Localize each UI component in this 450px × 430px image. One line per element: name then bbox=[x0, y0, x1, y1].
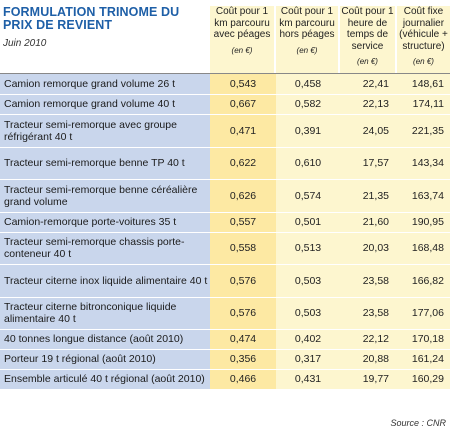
table-row: Tracteur semi-remorque avec groupe réfri… bbox=[0, 114, 450, 148]
column-header-unit: (en €) bbox=[413, 57, 434, 66]
value-cell: 174,11 bbox=[397, 94, 450, 115]
table-row: Tracteur semi-remorque benne TP 40 t 0,62… bbox=[0, 147, 450, 180]
column-header-unit: (en €) bbox=[296, 45, 318, 55]
value-cell: 0,667 bbox=[210, 94, 276, 115]
row-label: Tracteur semi-remorque chassis porte-con… bbox=[0, 232, 210, 265]
table-row: Camion remorque grand volume 40 t 0,667 0,… bbox=[0, 94, 450, 115]
value-cell: 0,576 bbox=[210, 297, 276, 330]
value-cell: 0,501 bbox=[276, 212, 340, 233]
value-cell: 0,391 bbox=[276, 114, 340, 148]
column-header-cost-km-without-tolls: Coût pour 1 km parcouru hors péages (en … bbox=[276, 6, 338, 74]
column-header-fixed-daily-cost: Coût fixe journalier (véhicule + structu… bbox=[397, 6, 450, 74]
value-cell: 17,57 bbox=[340, 147, 397, 180]
value-cell: 22,12 bbox=[340, 329, 397, 350]
header-divider bbox=[0, 73, 450, 74]
row-label: Camion remorque grand volume 26 t bbox=[0, 74, 210, 95]
value-cell: 0,466 bbox=[210, 369, 276, 390]
value-cell: 0,576 bbox=[210, 264, 276, 298]
column-header-unit: (en €) bbox=[357, 57, 378, 66]
table-title: FORMULATION TRINOME DU PRIX DE REVIENT bbox=[3, 5, 180, 32]
row-label: Tracteur semi-remorque avec groupe réfri… bbox=[0, 114, 210, 148]
value-cell: 0,317 bbox=[276, 349, 340, 370]
table-body: Camion remorque grand volume 26 t 0,543 0,… bbox=[0, 74, 450, 390]
column-header-label: Coût pour 1 heure de temps de service bbox=[341, 6, 394, 52]
row-label: Tracteur semi-remorque benne céréalière … bbox=[0, 179, 210, 213]
value-cell: 163,74 bbox=[397, 179, 450, 213]
table-row: 40 tonnes longue distance (août 2010) 0,4… bbox=[0, 329, 450, 350]
row-label: Tracteur citerne inox liquide alimentair… bbox=[0, 264, 210, 298]
column-header-label: Coût pour 1 km parcouru avec péages bbox=[213, 6, 271, 40]
value-cell: 0,513 bbox=[276, 232, 340, 265]
table-row: Tracteur semi-remorque chassis porte-con… bbox=[0, 232, 450, 265]
column-header-cost-km-with-tolls: Coût pour 1 km parcouru avec péages (en … bbox=[210, 6, 274, 74]
value-cell: 20,03 bbox=[340, 232, 397, 265]
value-cell: 23,58 bbox=[340, 297, 397, 330]
column-header-label: Coût pour 1 km parcouru hors péages bbox=[279, 6, 335, 40]
value-cell: 23,58 bbox=[340, 264, 397, 298]
value-cell: 0,356 bbox=[210, 349, 276, 370]
row-label: 40 tonnes longue distance (août 2010) bbox=[0, 329, 210, 350]
value-cell: 190,95 bbox=[397, 212, 450, 233]
source-note: Source : CNR bbox=[390, 418, 446, 428]
value-cell: 0,431 bbox=[276, 369, 340, 390]
value-cell: 24,05 bbox=[340, 114, 397, 148]
row-label: Tracteur semi-remorque benne TP 40 t bbox=[0, 147, 210, 180]
value-cell: 0,402 bbox=[276, 329, 340, 350]
value-cell: 22,41 bbox=[340, 74, 397, 95]
value-cell: 0,622 bbox=[210, 147, 276, 180]
value-cell: 148,61 bbox=[397, 74, 450, 95]
column-header-cost-hour-service: Coût pour 1 heure de temps de service (e… bbox=[340, 6, 395, 74]
table-row: Tracteur citerne inox liquide alimentair… bbox=[0, 264, 450, 298]
value-cell: 166,82 bbox=[397, 264, 450, 298]
row-label: Camion-remorque porte-voitures 35 t bbox=[0, 212, 210, 233]
table-row: Porteur 19 t régional (août 2010) 0,356 0,… bbox=[0, 349, 450, 370]
value-cell: 0,543 bbox=[210, 74, 276, 95]
value-cell: 161,24 bbox=[397, 349, 450, 370]
value-cell: 0,558 bbox=[210, 232, 276, 265]
value-cell: 0,503 bbox=[276, 297, 340, 330]
value-cell: 0,471 bbox=[210, 114, 276, 148]
table-row: Camion-remorque porte-voitures 35 t 0,557… bbox=[0, 212, 450, 233]
table-row: Tracteur semi-remorque benne céréalière … bbox=[0, 179, 450, 213]
row-label: Camion remorque grand volume 40 t bbox=[0, 94, 210, 115]
value-cell: 0,458 bbox=[276, 74, 340, 95]
column-header-label: Coût fixe journalier (véhicule + structu… bbox=[399, 6, 448, 52]
value-cell: 19,77 bbox=[340, 369, 397, 390]
value-cell: 160,29 bbox=[397, 369, 450, 390]
value-cell: 221,35 bbox=[397, 114, 450, 148]
value-cell: 0,503 bbox=[276, 264, 340, 298]
row-label: Tracteur citerne bitronconique liquide a… bbox=[0, 297, 210, 330]
column-header-unit: (en €) bbox=[231, 45, 253, 55]
value-cell: 21,60 bbox=[340, 212, 397, 233]
value-cell: 143,34 bbox=[397, 147, 450, 180]
value-cell: 0,626 bbox=[210, 179, 276, 213]
cost-table: Camion remorque grand volume 26 t 0,543 0,… bbox=[0, 74, 450, 390]
value-cell: 0,557 bbox=[210, 212, 276, 233]
table-row: Camion remorque grand volume 26 t 0,543 0,… bbox=[0, 74, 450, 95]
value-cell: 0,474 bbox=[210, 329, 276, 350]
value-cell: 177,06 bbox=[397, 297, 450, 330]
table-row: Tracteur citerne bitronconique liquide a… bbox=[0, 297, 450, 330]
value-cell: 0,610 bbox=[276, 147, 340, 180]
value-cell: 170,18 bbox=[397, 329, 450, 350]
value-cell: 20,88 bbox=[340, 349, 397, 370]
value-cell: 0,582 bbox=[276, 94, 340, 115]
value-cell: 22,13 bbox=[340, 94, 397, 115]
row-label: Porteur 19 t régional (août 2010) bbox=[0, 349, 210, 370]
value-cell: 168,48 bbox=[397, 232, 450, 265]
value-cell: 21,35 bbox=[340, 179, 397, 213]
table-subtitle: Juin 2010 bbox=[3, 38, 47, 49]
value-cell: 0,574 bbox=[276, 179, 340, 213]
table-row: Ensemble articulé 40 t régional (août 20… bbox=[0, 369, 450, 390]
row-label: Ensemble articulé 40 t régional (août 20… bbox=[0, 369, 210, 390]
